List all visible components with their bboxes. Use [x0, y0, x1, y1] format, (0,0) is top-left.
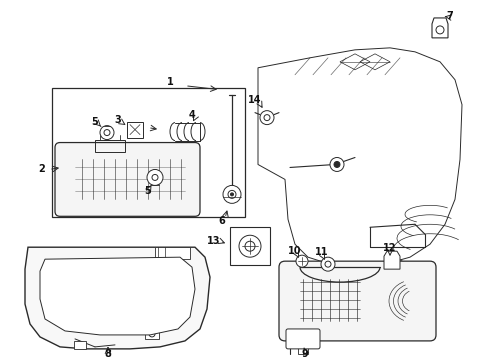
Circle shape	[245, 241, 255, 251]
Text: 1: 1	[167, 77, 173, 87]
Circle shape	[264, 114, 270, 121]
Text: 3: 3	[115, 114, 122, 125]
Bar	[52, 88, 245, 217]
Text: 6: 6	[219, 216, 225, 226]
Bar	[298, 347, 308, 354]
Text: 14: 14	[248, 95, 262, 105]
Text: 11: 11	[315, 247, 329, 257]
FancyBboxPatch shape	[279, 261, 436, 341]
Text: 5: 5	[92, 117, 98, 127]
Text: 13: 13	[207, 236, 221, 246]
Circle shape	[223, 185, 241, 203]
Text: 7: 7	[446, 11, 453, 21]
Bar	[230, 227, 270, 265]
Polygon shape	[384, 251, 400, 269]
Text: 5: 5	[145, 186, 151, 197]
Circle shape	[104, 130, 110, 136]
Circle shape	[228, 190, 236, 198]
Circle shape	[147, 170, 163, 185]
Circle shape	[260, 111, 274, 125]
Circle shape	[330, 157, 344, 171]
Text: 8: 8	[104, 349, 111, 359]
Text: 4: 4	[189, 110, 196, 120]
Bar	[145, 329, 159, 339]
Polygon shape	[40, 257, 195, 335]
Circle shape	[321, 257, 335, 271]
Bar	[95, 140, 125, 152]
FancyBboxPatch shape	[286, 329, 320, 349]
Circle shape	[334, 162, 340, 167]
Text: 12: 12	[383, 243, 397, 253]
Circle shape	[296, 255, 308, 267]
Bar	[74, 341, 86, 349]
FancyBboxPatch shape	[55, 143, 200, 216]
Text: 2: 2	[39, 165, 46, 175]
Polygon shape	[25, 247, 210, 349]
Bar	[127, 122, 143, 138]
Circle shape	[230, 193, 234, 196]
Circle shape	[100, 126, 114, 140]
Circle shape	[325, 261, 331, 267]
Text: 10: 10	[288, 246, 302, 256]
Circle shape	[239, 235, 261, 257]
Text: 9: 9	[302, 349, 308, 359]
Bar	[155, 247, 190, 259]
Circle shape	[152, 175, 158, 180]
